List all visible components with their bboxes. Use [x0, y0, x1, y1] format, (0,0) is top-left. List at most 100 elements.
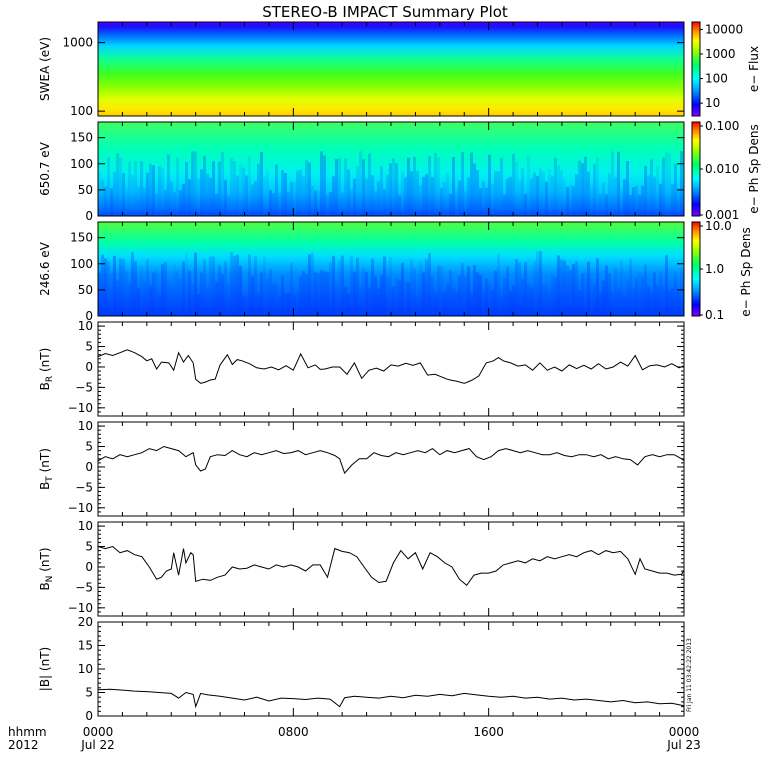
spectrogram-streak	[527, 284, 530, 316]
spectrogram-streak	[512, 153, 515, 216]
spectrogram-streak	[302, 176, 305, 216]
spectrogram-streak	[269, 189, 272, 216]
spectrogram-streak	[443, 292, 446, 316]
spectrogram-streak	[677, 291, 680, 316]
pad246-ylabel: 246.6 eV	[38, 241, 52, 296]
spectrogram-streak	[320, 269, 323, 316]
spectrogram-streak	[185, 251, 188, 316]
spectrogram-streak	[461, 152, 464, 216]
spectrogram-streak	[422, 272, 425, 316]
spectrogram-streak	[608, 273, 611, 316]
spectrogram-streak	[209, 177, 212, 216]
spectrogram-streak	[386, 275, 389, 316]
spectrogram-streak	[323, 271, 326, 316]
spectrogram-streak	[167, 154, 170, 216]
spectrogram-streak	[539, 168, 542, 216]
spectrogram-streak	[125, 270, 128, 316]
x-tick-time-label: 0000	[669, 725, 700, 739]
colorbar-tick-label: 0.1	[705, 308, 724, 322]
spectrogram-streak	[227, 195, 230, 216]
spectrogram-streak	[449, 194, 452, 216]
spectrogram-streak	[557, 255, 560, 316]
spectrogram-streak	[155, 193, 158, 216]
y-tick-label: −10	[68, 601, 93, 615]
spectrogram-streak	[470, 152, 473, 216]
spectrogram-streak	[236, 175, 239, 216]
spectrogram-streak	[377, 288, 380, 316]
spectrogram-streak	[524, 194, 527, 216]
spectrogram-streak	[641, 277, 644, 316]
spectrogram-streak	[197, 178, 200, 216]
spectrogram-streak	[461, 263, 464, 316]
spectrogram-streak	[467, 266, 470, 316]
y-tick-label: 15	[78, 639, 93, 653]
y-tick-label: −5	[75, 480, 93, 494]
spectrogram-streak	[329, 262, 332, 316]
bt-series-line	[97, 445, 685, 475]
pad246-colorbar-label: e− Ph Sp Dens	[739, 227, 753, 316]
spectrogram-streak	[188, 270, 191, 316]
spectrogram-streak	[521, 278, 524, 316]
spectrogram-streak	[305, 273, 308, 316]
spectrogram-streak	[506, 266, 509, 316]
colorbar-tick-label: 1000	[705, 47, 736, 61]
spectrogram-streak	[431, 177, 434, 216]
spectrogram-streak	[293, 294, 296, 316]
spectrogram-streak	[593, 164, 596, 216]
spectrogram-streak	[578, 160, 581, 216]
spectrogram-streak	[548, 290, 551, 316]
spectrogram-streak	[173, 191, 176, 216]
y-tick-label: 50	[78, 283, 93, 297]
spectrogram-streak	[581, 273, 584, 316]
spectrogram-streak	[143, 187, 146, 216]
spectrogram-streak	[194, 151, 197, 216]
spectrogram-streak	[551, 175, 554, 216]
spectrogram-streak	[254, 181, 257, 216]
y-tick-label: 10	[78, 319, 93, 333]
spectrogram-streak	[473, 163, 476, 216]
spectrogram-streak	[209, 256, 212, 316]
spectrogram-streak	[476, 170, 479, 216]
spectrogram-streak	[218, 161, 221, 216]
spectrogram-streak	[125, 189, 128, 216]
spectrogram-streak	[491, 289, 494, 316]
spectrogram-streak	[272, 283, 275, 316]
spectrogram-streak	[218, 265, 221, 316]
spectrogram-streak	[245, 295, 248, 316]
spectrogram-streak	[458, 275, 461, 316]
spectrogram-streak	[416, 170, 419, 216]
spectrogram-streak	[554, 157, 557, 216]
spectrogram-streak	[539, 251, 542, 316]
spectrogram-streak	[98, 272, 101, 316]
spectrogram-streak	[284, 293, 287, 316]
spectrogram-streak	[518, 181, 521, 216]
spectrogram-streak	[647, 286, 650, 316]
y-tick-label: −10	[68, 401, 93, 415]
spectrogram-streak	[149, 163, 152, 216]
spectrogram-streak	[170, 285, 173, 316]
swea-colorbar: 10 100 1000 10000 e− Flux	[691, 21, 761, 117]
spectrogram-streak	[383, 189, 386, 216]
spectrogram-streak	[479, 188, 482, 216]
spectrogram-streak	[179, 278, 182, 316]
spectrogram-streak	[350, 255, 353, 316]
bn-series-line	[97, 545, 685, 587]
spectrogram-streak	[536, 251, 539, 316]
spectrogram-streak	[212, 256, 215, 316]
br-ylabel: BR (nT)	[38, 348, 55, 391]
spectrogram-streak	[494, 270, 497, 316]
spectrogram-streak	[287, 293, 290, 316]
spectrogram-streak	[614, 176, 617, 216]
pad650-heatmap	[98, 122, 684, 216]
spectrogram-streak	[521, 168, 524, 216]
spectrogram-streak	[248, 156, 251, 216]
colorbar-tick-label: 0.100	[705, 119, 739, 133]
spectrogram-streak	[290, 182, 293, 216]
spectrogram-streak	[515, 259, 518, 316]
y-tick-label: 1000	[62, 36, 93, 50]
spectrogram-streak	[158, 295, 161, 316]
y-tick-label: 0	[85, 209, 93, 223]
spectrogram-streak	[617, 151, 620, 216]
spectrogram-streak	[434, 153, 437, 216]
spectrogram-streak	[320, 151, 323, 216]
